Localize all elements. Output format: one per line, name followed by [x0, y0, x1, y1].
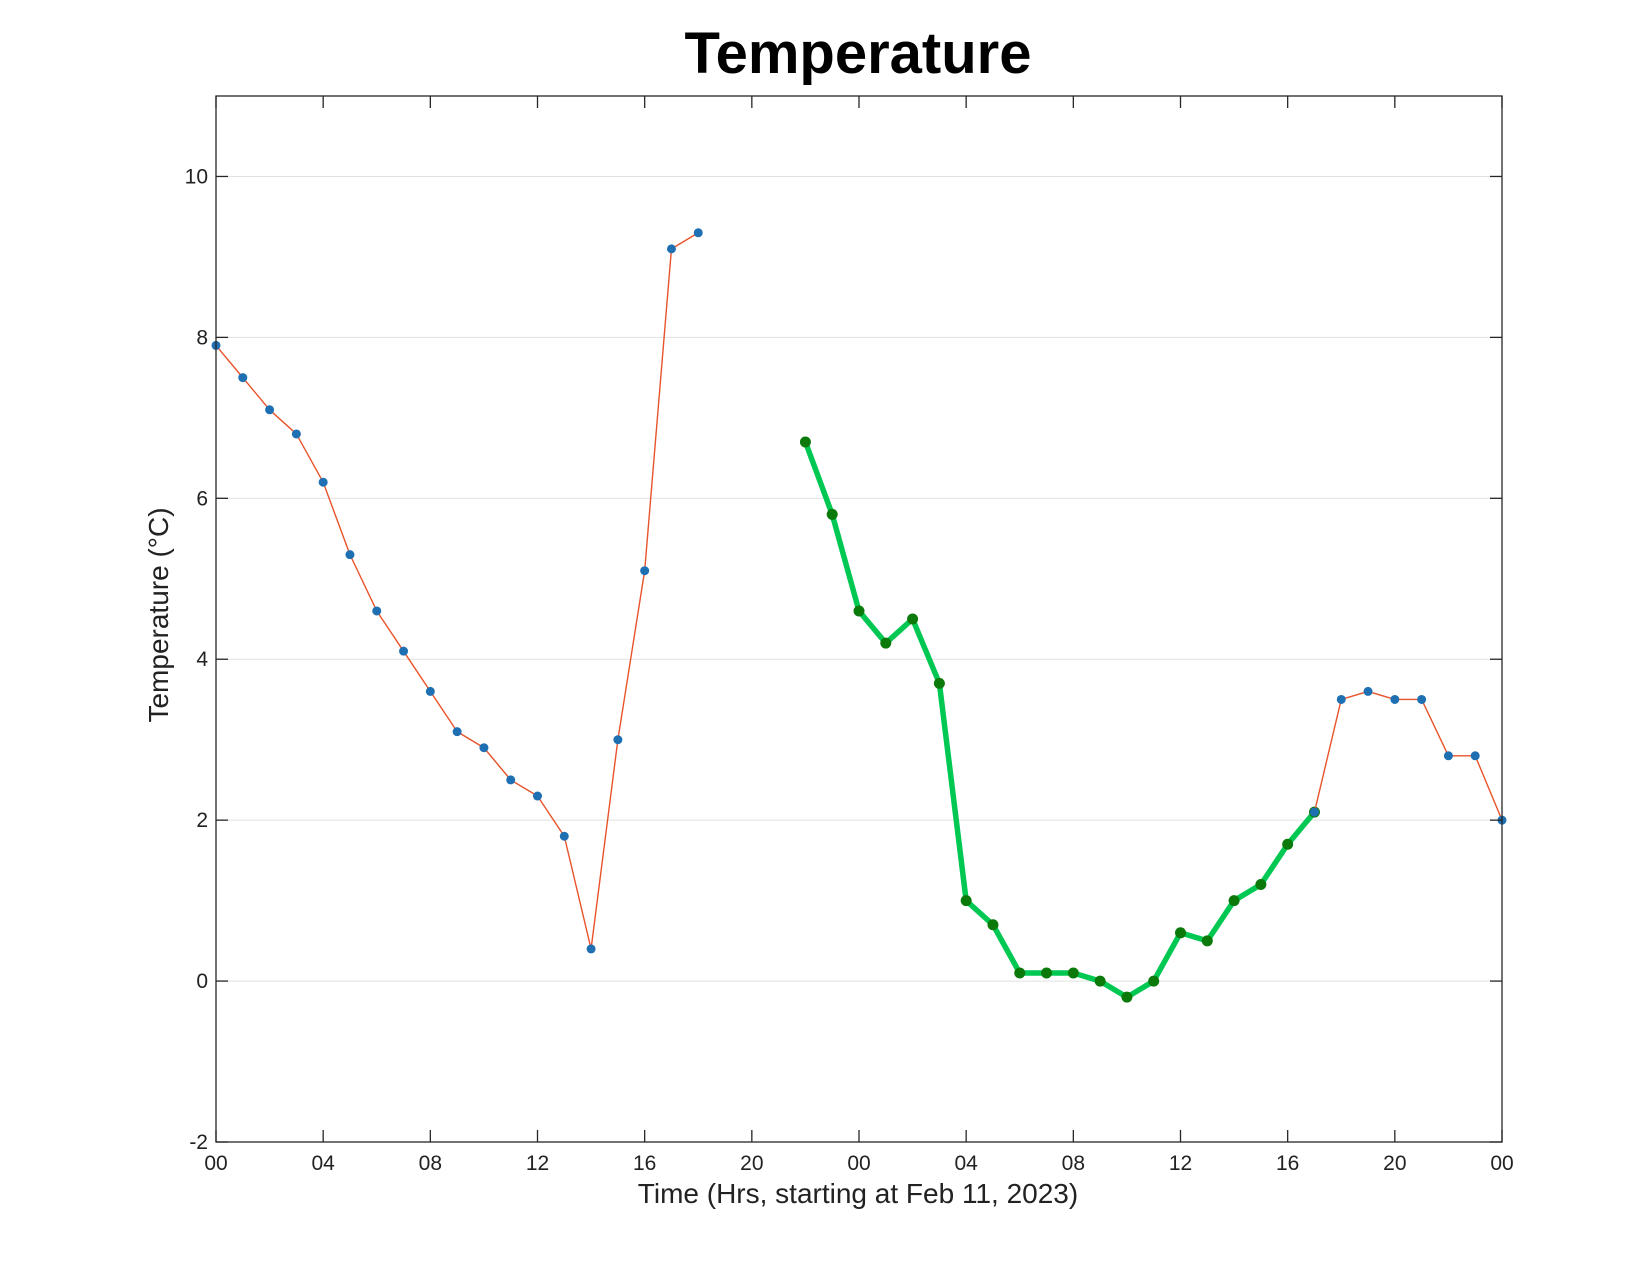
data-point — [559, 831, 569, 841]
y-tick-label: 8 — [196, 326, 208, 349]
x-tick-label: 16 — [633, 1152, 656, 1175]
data-point — [1175, 927, 1186, 939]
data-point — [479, 743, 489, 753]
series-1 — [211, 228, 703, 954]
data-point — [960, 895, 972, 907]
data-point — [640, 566, 650, 576]
x-tick-label: 12 — [1169, 1152, 1192, 1175]
data-point — [907, 613, 919, 625]
x-tick-label: 12 — [526, 1152, 549, 1175]
y-axis-label: Temperature (°C) — [143, 507, 174, 722]
data-point — [1067, 967, 1079, 979]
data-point — [1390, 694, 1400, 704]
data-point — [826, 508, 838, 520]
data-point — [666, 244, 676, 254]
data-point — [1121, 991, 1133, 1003]
y-tick-label: 4 — [196, 648, 208, 671]
data-point — [1041, 967, 1053, 979]
y-tick-label: 6 — [196, 487, 208, 510]
data-point — [506, 775, 516, 785]
data-point — [533, 791, 542, 801]
data-point — [1201, 935, 1213, 947]
y-tick-label: 10 — [185, 165, 208, 188]
data-point — [586, 944, 596, 954]
data-point — [1309, 807, 1319, 817]
data-point — [1255, 879, 1267, 891]
series-line — [802, 439, 1318, 1000]
data-point — [291, 429, 301, 439]
x-tick-label: 16 — [1276, 1152, 1299, 1175]
y-axis: -2 0 2 4 6 8 10 — [185, 165, 1502, 1154]
data-point — [613, 735, 623, 745]
x-tick-label: 08 — [419, 1152, 442, 1175]
y-tick-label: 0 — [196, 970, 208, 993]
data-point — [345, 550, 355, 560]
data-point — [1148, 975, 1160, 987]
x-axis: 00 04 08 12 16 20 00 04 08 12 16 20 00 — [204, 96, 1514, 1175]
data-point — [265, 405, 275, 415]
x-tick-label: 04 — [954, 1152, 978, 1175]
data-point — [238, 373, 248, 383]
data-point — [933, 677, 945, 689]
data-point — [1363, 686, 1373, 696]
series-3 — [1309, 686, 1507, 825]
y-tick-label: -2 — [189, 1131, 208, 1154]
data-point — [1014, 967, 1026, 979]
data-point — [372, 606, 382, 616]
y-tick-label: 2 — [196, 809, 208, 832]
data-point — [693, 228, 703, 238]
x-tick-label: 00 — [847, 1152, 870, 1175]
data-point — [799, 436, 811, 448]
data-point — [987, 919, 999, 931]
data-point — [1282, 838, 1294, 850]
data-point — [452, 727, 462, 737]
data-point — [1470, 751, 1480, 761]
data-point — [318, 477, 328, 487]
data-point — [1228, 895, 1240, 907]
x-tick-label: 20 — [740, 1152, 763, 1175]
data-point — [425, 686, 435, 696]
series-layer — [211, 228, 1507, 1003]
data-point — [1336, 694, 1346, 704]
data-point — [399, 646, 409, 656]
grid — [216, 175, 1502, 1143]
x-tick-label: 08 — [1062, 1152, 1085, 1175]
chart-title: Temperature — [684, 21, 1031, 86]
data-point — [853, 605, 865, 617]
x-tick-label: 00 — [204, 1152, 227, 1175]
series-2 — [799, 436, 1320, 1003]
x-tick-label: 04 — [311, 1152, 335, 1175]
x-tick-label: 20 — [1383, 1152, 1406, 1175]
x-axis-label: Time (Hrs, starting at Feb 11, 2023) — [638, 1178, 1078, 1209]
data-point — [1443, 751, 1453, 761]
data-point — [1417, 694, 1427, 704]
data-point — [880, 637, 892, 649]
x-tick-label: 00 — [1490, 1152, 1513, 1175]
data-point — [1094, 975, 1106, 987]
